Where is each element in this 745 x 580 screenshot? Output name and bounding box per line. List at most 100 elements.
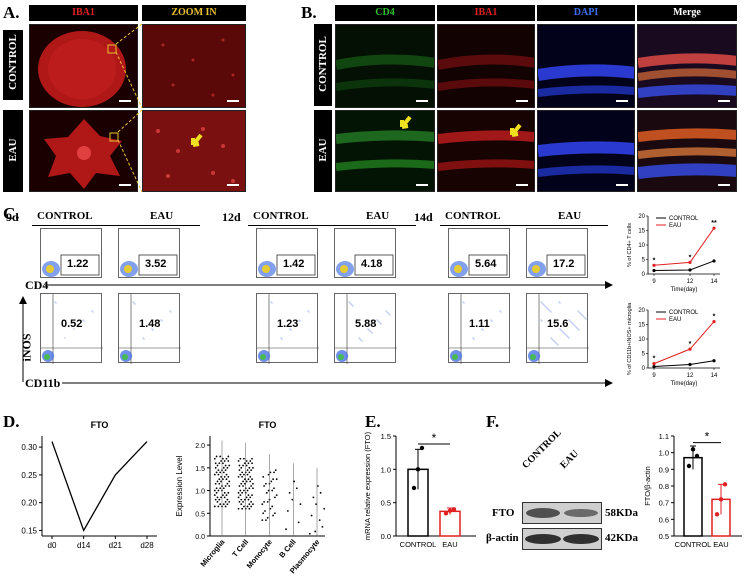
x-tick-label: 9 [652,373,656,379]
x-category-label: EAU [442,540,457,549]
iba1-eau-retina-image [29,110,138,192]
expression-dot [242,501,244,503]
expression-dot [222,494,224,496]
y-tick-label: 1.5 [195,466,205,473]
scale-bar [718,184,730,186]
facs-cluster-core [452,354,458,360]
significance-star: * [432,431,437,445]
y-tick-label: 10 [638,337,645,343]
facs-event [307,310,309,312]
zoom-guide-lines [115,23,143,193]
expression-dot [220,480,222,483]
expression-dot [273,471,275,474]
expression-dot [321,526,324,528]
expression-dot [243,478,246,481]
facs-event [579,312,581,314]
facs-inos-scatter [119,294,181,364]
dapi-control-image [537,24,635,108]
chart-fto-celltypes: FTO 0.0 0.5 1.0 1.5 2.0 Expression Level Microg… [175,420,326,575]
expression-dot [238,485,241,487]
axis-cd4-label: CD4 [25,278,49,292]
expression-dot [222,503,225,506]
expression-dot [248,466,251,469]
expression-dot [274,469,277,471]
facs-event [556,343,558,345]
facs-event [367,328,369,330]
panel-d-label: D. [3,412,20,431]
expression-dot [226,466,229,469]
scale-bar [227,100,239,102]
expression-dot [216,496,219,499]
expression-dot [237,476,240,478]
expression-dot [248,503,251,506]
expression-dot [222,457,224,460]
facs-event [490,319,492,321]
expression-dot [224,464,227,467]
expression-dot [241,491,244,494]
bar-control [683,456,703,537]
facs-inos-value: 0.52 [61,318,83,330]
expression-dot [243,489,245,492]
y-tick-label: 15 [638,229,645,235]
axis-inos-arrow [19,296,27,382]
expression-dot [213,473,216,476]
fto-line [51,441,148,532]
expression-dot [312,496,315,499]
scale-bar [616,100,628,102]
panel-b-label: B. [301,3,317,22]
facs-cluster-core [530,354,536,360]
chart-fto-actin-ratio: 0.5 0.6 0.7 0.8 0.9 1.0 1.1 FTO/β-actin CONTROL E… [643,430,742,549]
expression-dot [246,469,249,471]
expression-dot [286,510,289,512]
facs-event [568,319,570,321]
expression-dot [237,491,240,494]
y-tick-label: 0.9 [659,465,669,474]
expression-dot [218,482,221,485]
facs-event [376,319,378,321]
expression-dot [248,487,251,490]
facs-event [349,302,351,304]
expression-dot [226,482,229,485]
significance-marker: ** [711,220,717,227]
expression-dot [213,505,216,508]
facs-event [386,311,388,313]
data-point [652,268,656,273]
replicate-point [443,511,449,516]
y-axis-label: Expression Level [175,455,184,516]
facs-gate [276,254,316,276]
expression-dot [213,457,216,460]
y-tick-label: 0.0 [195,534,205,541]
y-tick-label: 0.5 [195,511,205,518]
facs-event [549,310,551,312]
group-eau-label: EAU [366,210,390,222]
expression-dot [249,460,252,462]
expression-dot [213,489,216,492]
facs-event [540,319,542,321]
expression-dot [223,496,226,499]
facs-cd4-value: 5.64 [475,258,497,270]
facs-cd4-value: 17.2 [553,258,575,270]
bar-eau [439,510,461,537]
data-point [712,226,716,230]
expression-dot [317,485,319,487]
replicate-point [411,485,417,491]
facs-event [542,303,544,305]
series-line-control [653,360,715,368]
expression-dot [239,489,242,492]
y-tick-label: 5 [642,258,646,264]
y-tick-label: 20 [638,214,645,220]
group-underline [32,225,200,226]
expression-dot [291,498,294,501]
facs-event [299,320,301,322]
expression-dot [214,466,217,469]
expression-dot [224,501,227,503]
dapi-eau-image [537,110,635,192]
facs-cluster-core [122,354,128,360]
cd4-eau-image [335,110,435,192]
panel-a-rowlabel-eau [3,110,23,192]
facs-inos-plot: 0.52 [40,293,103,364]
expression-dot [238,464,241,467]
scale-bar [119,100,131,102]
expression-dot [222,462,224,465]
x-tick-label: 14 [711,373,718,379]
